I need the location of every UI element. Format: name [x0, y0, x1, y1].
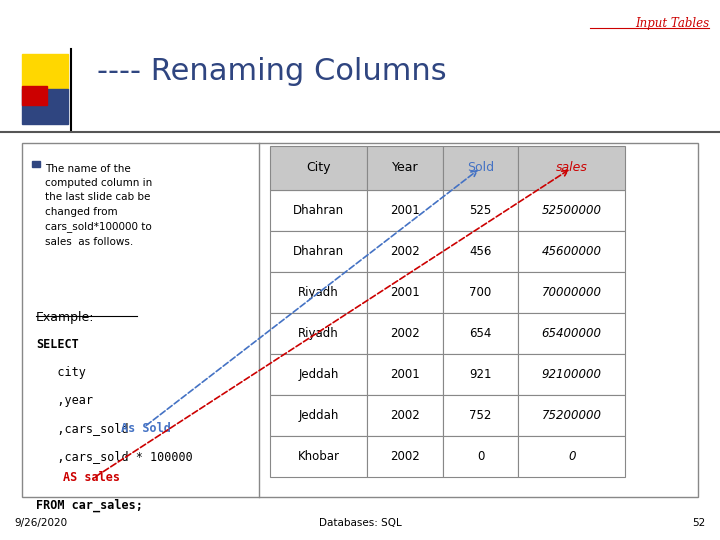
Bar	[443, 436, 518, 477]
Bar	[270, 146, 367, 190]
Bar	[518, 436, 625, 477]
Text: The name of the
computed column in
the last slide cab be
changed from
cars_sold*: The name of the computed column in the l…	[45, 164, 153, 247]
Bar	[518, 354, 625, 395]
Text: Year: Year	[392, 161, 418, 174]
Text: Jeddah: Jeddah	[298, 368, 339, 381]
Bar	[270, 436, 367, 477]
Text: 2002: 2002	[390, 409, 420, 422]
Bar	[518, 146, 625, 190]
Text: 70000000: 70000000	[541, 286, 602, 299]
Text: 65400000: 65400000	[541, 327, 602, 340]
Bar	[518, 231, 625, 272]
Text: Sold: Sold	[467, 161, 494, 174]
Text: 2002: 2002	[390, 450, 420, 463]
Text: city: city	[36, 366, 86, 379]
Text: 752: 752	[469, 409, 492, 422]
Text: Riyadh: Riyadh	[298, 286, 339, 299]
Bar	[22, 143, 698, 497]
Bar	[443, 146, 518, 190]
Bar	[367, 313, 443, 354]
Text: sales: sales	[556, 161, 588, 174]
Bar	[270, 231, 367, 272]
Bar	[367, 146, 443, 190]
Bar	[270, 190, 367, 231]
Text: 456: 456	[469, 245, 492, 258]
Bar	[443, 190, 518, 231]
Text: ,year: ,year	[36, 394, 93, 407]
Bar	[518, 190, 625, 231]
Text: 700: 700	[469, 286, 492, 299]
Text: 525: 525	[469, 204, 492, 217]
Text: 75200000: 75200000	[541, 409, 602, 422]
Text: ,cars_sold: ,cars_sold	[36, 422, 136, 435]
Text: Riyadh: Riyadh	[298, 327, 339, 340]
Text: City: City	[306, 161, 331, 174]
Text: ---- Renaming Columns: ---- Renaming Columns	[97, 57, 447, 86]
Bar	[518, 272, 625, 313]
Bar	[518, 395, 625, 436]
Bar	[518, 313, 625, 354]
Text: 921: 921	[469, 368, 492, 381]
Bar	[367, 231, 443, 272]
Bar	[443, 231, 518, 272]
Bar	[367, 272, 443, 313]
Text: 0: 0	[477, 450, 485, 463]
Text: 2001: 2001	[390, 286, 420, 299]
Text: 2001: 2001	[390, 368, 420, 381]
Text: 52: 52	[693, 518, 706, 528]
Text: Databases: SQL: Databases: SQL	[319, 518, 401, 528]
Text: 45600000: 45600000	[541, 245, 602, 258]
Text: 2002: 2002	[390, 327, 420, 340]
Text: Input Tables: Input Tables	[635, 17, 709, 30]
Text: Khobar: Khobar	[297, 450, 340, 463]
Bar	[270, 272, 367, 313]
Bar	[367, 354, 443, 395]
Text: 2002: 2002	[390, 245, 420, 258]
Bar	[443, 395, 518, 436]
Bar	[367, 436, 443, 477]
Text: Jeddah: Jeddah	[298, 409, 339, 422]
Bar	[443, 272, 518, 313]
Text: SELECT: SELECT	[36, 338, 78, 350]
Text: Example:: Example:	[36, 310, 94, 323]
Bar	[22, 89, 68, 124]
Bar	[22, 86, 47, 105]
Bar	[32, 161, 40, 167]
Text: 654: 654	[469, 327, 492, 340]
Bar	[270, 395, 367, 436]
Text: 9/26/2020: 9/26/2020	[14, 518, 68, 528]
Text: FROM car_sales;: FROM car_sales;	[36, 498, 143, 512]
Bar	[367, 190, 443, 231]
Text: 0: 0	[568, 450, 575, 463]
Bar	[367, 395, 443, 436]
Text: ,cars_sold * 100000: ,cars_sold * 100000	[36, 450, 193, 463]
Text: Dhahran: Dhahran	[293, 245, 344, 258]
Bar	[443, 354, 518, 395]
Text: Dhahran: Dhahran	[293, 204, 344, 217]
Bar	[270, 354, 367, 395]
Text: As Sold: As Sold	[121, 422, 171, 435]
Text: 92100000: 92100000	[541, 368, 602, 381]
Text: 52500000: 52500000	[541, 204, 602, 217]
Bar	[22, 54, 68, 89]
Bar	[270, 313, 367, 354]
Text: AS sales: AS sales	[63, 471, 120, 484]
Bar	[443, 313, 518, 354]
Text: 2001: 2001	[390, 204, 420, 217]
